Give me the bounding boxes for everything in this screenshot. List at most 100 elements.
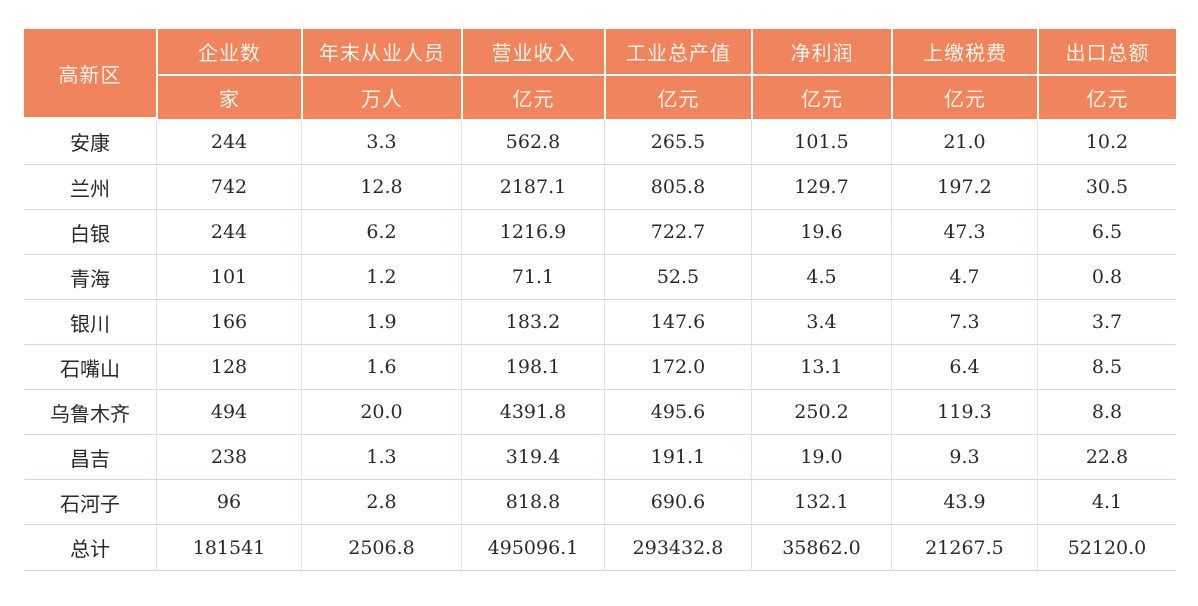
table-row-total: 总计 181541 2506.8 495096.1 293432.8 35862.0 212…: [24, 525, 1176, 571]
table-cell: 4.5: [751, 255, 891, 300]
row-zone-name: 总计: [24, 525, 156, 571]
table-cell: 183.2: [461, 300, 604, 345]
header-industrial-output: 工业总产值: [604, 29, 751, 76]
table-body: 安康 244 3.3 562.8 265.5 101.5 21.0 10.2 兰州 742 12.8…: [24, 119, 1176, 571]
table-cell: 2506.8: [301, 525, 461, 571]
table-row: 青海 101 1.2 71.1 52.5 4.5 4.7 0.8: [24, 255, 1176, 300]
table-cell: 197.2: [891, 165, 1037, 210]
row-zone-name: 石嘴山: [24, 345, 156, 390]
row-zone-name: 银川: [24, 300, 156, 345]
row-zone-name: 乌鲁木齐: [24, 390, 156, 435]
table-cell: 238: [156, 435, 301, 480]
table-cell: 319.4: [461, 435, 604, 480]
table-cell: 3.7: [1037, 300, 1176, 345]
header-net-profit: 净利润: [751, 29, 891, 76]
table-cell: 119.3: [891, 390, 1037, 435]
table-cell: 818.8: [461, 480, 604, 525]
table-cell: 0.8: [1037, 255, 1176, 300]
table-cell: 3.4: [751, 300, 891, 345]
header-row-metrics: 高新区 企业数 年末从业人员 营业收入 工业总产值 净利润 上缴税费 出口总额: [24, 29, 1176, 119]
table-cell: 191.1: [604, 435, 751, 480]
table-row: 昌吉 238 1.3 319.4 191.1 19.0 9.3 22.8: [24, 435, 1176, 480]
table-cell: 6.4: [891, 345, 1037, 390]
row-zone-name: 青海: [24, 255, 156, 300]
table-cell: 2187.1: [461, 165, 604, 210]
table-cell: 3.3: [301, 119, 461, 165]
table-cell: 8.5: [1037, 345, 1176, 390]
row-zone-name: 石河子: [24, 480, 156, 525]
table-row: 乌鲁木齐 494 20.0 4391.8 495.6 250.2 119.3 8.8: [24, 390, 1176, 435]
header-taxes-paid: 上缴税费: [891, 29, 1037, 76]
table-cell: 244: [156, 119, 301, 165]
table-cell: 96: [156, 480, 301, 525]
row-zone-name: 安康: [24, 119, 156, 165]
header-export-total: 出口总额: [1037, 29, 1176, 76]
table-cell: 250.2: [751, 390, 891, 435]
table-cell: 22.8: [1037, 435, 1176, 480]
unit-industrial-output: 亿元: [604, 76, 751, 119]
table-cell: 166: [156, 300, 301, 345]
table-cell: 722.7: [604, 210, 751, 255]
table-cell: 13.1: [751, 345, 891, 390]
table-cell: 147.6: [604, 300, 751, 345]
table-row: 兰州 742 12.8 2187.1 805.8 129.7 197.2 30.5: [24, 165, 1176, 210]
table-cell: 19.6: [751, 210, 891, 255]
unit-employees: 万人: [301, 76, 461, 119]
table-row: 石嘴山 128 1.6 198.1 172.0 13.1 6.4 8.5: [24, 345, 1176, 390]
table-cell: 562.8: [461, 119, 604, 165]
table-cell: 6.2: [301, 210, 461, 255]
table-cell: 4.7: [891, 255, 1037, 300]
table-cell: 4.1: [1037, 480, 1176, 525]
table-cell: 7.3: [891, 300, 1037, 345]
table-row: 白银 244 6.2 1216.9 722.7 19.6 47.3 6.5: [24, 210, 1176, 255]
table-cell: 1.3: [301, 435, 461, 480]
table-cell: 35862.0: [751, 525, 891, 571]
table-cell: 52.5: [604, 255, 751, 300]
row-zone-name: 兰州: [24, 165, 156, 210]
data-table-container: 高新区 企业数 年末从业人员 营业收入 工业总产值 净利润 上缴税费 出口总额 …: [24, 29, 1176, 571]
table-cell: 198.1: [461, 345, 604, 390]
table-row: 安康 244 3.3 562.8 265.5 101.5 21.0 10.2: [24, 119, 1176, 165]
header-row-units: 家 万人 亿元 亿元 亿元 亿元 亿元: [24, 76, 1176, 119]
table-cell: 805.8: [604, 165, 751, 210]
table-cell: 128: [156, 345, 301, 390]
table-cell: 265.5: [604, 119, 751, 165]
table-row: 银川 166 1.9 183.2 147.6 3.4 7.3 3.7: [24, 300, 1176, 345]
table-cell: 181541: [156, 525, 301, 571]
table-cell: 244: [156, 210, 301, 255]
table-cell: 172.0: [604, 345, 751, 390]
header-enterprise-count: 企业数: [156, 29, 301, 76]
table-cell: 71.1: [461, 255, 604, 300]
table-cell: 132.1: [751, 480, 891, 525]
unit-enterprise-count: 家: [156, 76, 301, 119]
table-cell: 43.9: [891, 480, 1037, 525]
table-header: 高新区 企业数 年末从业人员 营业收入 工业总产值 净利润 上缴税费 出口总额 …: [24, 29, 1176, 119]
table-cell: 1216.9: [461, 210, 604, 255]
table-cell: 21.0: [891, 119, 1037, 165]
unit-operating-revenue: 亿元: [461, 76, 604, 119]
table-cell: 9.3: [891, 435, 1037, 480]
table-cell: 30.5: [1037, 165, 1176, 210]
table-cell: 101: [156, 255, 301, 300]
table-cell: 6.5: [1037, 210, 1176, 255]
hightech-zone-stats-table: 高新区 企业数 年末从业人员 营业收入 工业总产值 净利润 上缴税费 出口总额 …: [24, 29, 1176, 571]
header-operating-revenue: 营业收入: [461, 29, 604, 76]
table-cell: 495096.1: [461, 525, 604, 571]
unit-taxes-paid: 亿元: [891, 76, 1037, 119]
table-cell: 293432.8: [604, 525, 751, 571]
table-cell: 2.8: [301, 480, 461, 525]
table-cell: 12.8: [301, 165, 461, 210]
corner-header-zone: 高新区: [24, 29, 156, 119]
table-cell: 52120.0: [1037, 525, 1176, 571]
unit-net-profit: 亿元: [751, 76, 891, 119]
table-cell: 129.7: [751, 165, 891, 210]
table-cell: 19.0: [751, 435, 891, 480]
row-zone-name: 白银: [24, 210, 156, 255]
unit-export-total: 亿元: [1037, 76, 1176, 119]
table-cell: 690.6: [604, 480, 751, 525]
table-cell: 10.2: [1037, 119, 1176, 165]
table-cell: 47.3: [891, 210, 1037, 255]
table-cell: 21267.5: [891, 525, 1037, 571]
table-cell: 1.9: [301, 300, 461, 345]
table-row: 石河子 96 2.8 818.8 690.6 132.1 43.9 4.1: [24, 480, 1176, 525]
